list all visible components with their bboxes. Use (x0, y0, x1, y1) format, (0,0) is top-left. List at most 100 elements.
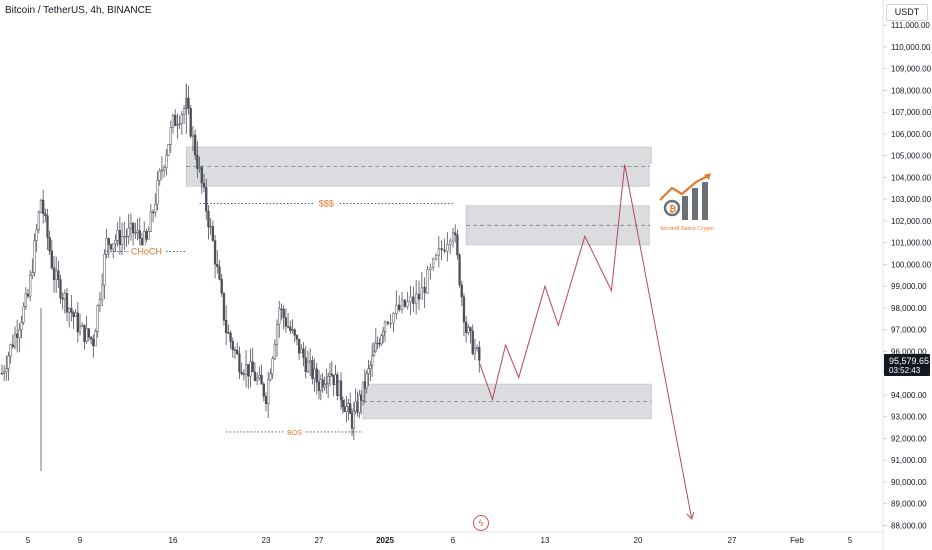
candle-body (269, 373, 272, 381)
candle-body (262, 383, 265, 397)
time-tick-label: 2025 (376, 536, 394, 545)
candle-body (313, 368, 316, 379)
price-tick-label: 102,000.00 (891, 217, 932, 226)
candle-body (423, 286, 426, 294)
projection-arrowhead (686, 511, 695, 520)
candle-body (260, 375, 263, 385)
candle-body (96, 305, 99, 332)
lightning-icon[interactable]: ϟ (473, 515, 489, 531)
candle-body (162, 167, 166, 171)
candle-body (174, 115, 177, 126)
candle-body (460, 284, 463, 298)
price-tick-label: 101,000.00 (891, 239, 932, 248)
time-tick-label: 9 (78, 536, 83, 545)
candle-body (380, 335, 383, 344)
candle-body (247, 364, 250, 377)
candle-body (389, 322, 392, 325)
candle-body (451, 232, 455, 242)
candle-body (70, 307, 73, 313)
candle-body (198, 167, 201, 169)
candle-body (336, 374, 339, 396)
candle-countdown-label: 03:52:43 (889, 366, 921, 375)
candle-body (196, 154, 199, 169)
candle-body (143, 231, 146, 249)
candle-body (176, 124, 179, 126)
candle-body (358, 394, 361, 413)
candle-body (57, 270, 60, 280)
candle-body (231, 341, 234, 351)
candle-body (338, 380, 341, 396)
candle-body (218, 266, 221, 280)
candle-body (417, 293, 421, 300)
candle-body (48, 237, 51, 252)
candle-body (350, 413, 354, 429)
candle-body (131, 222, 135, 234)
candle-body (81, 324, 84, 327)
candle-body (327, 376, 330, 384)
candle-body (167, 144, 170, 156)
candle-body (253, 371, 257, 381)
price-tick-label: 105,000.00 (891, 152, 932, 161)
price-axis[interactable]: 111,000.00 110,000.00 109,000.00 108,000.00… (883, 21, 932, 530)
candle-body (78, 326, 82, 333)
candle-body (65, 293, 69, 313)
liquidity-level-label-bg (314, 197, 339, 210)
candle-body (464, 321, 468, 333)
candle-body (182, 108, 186, 115)
candle-body (365, 373, 368, 389)
candle-body (339, 380, 343, 401)
candle-body (341, 400, 344, 408)
candle-body (112, 243, 115, 250)
candle-body (72, 312, 75, 317)
candle-body (473, 348, 477, 354)
candle-body (129, 222, 133, 229)
candle-body (323, 384, 326, 388)
candle-body (395, 304, 398, 314)
candle-body (46, 215, 49, 238)
candle-body (382, 331, 385, 337)
candle-body (200, 167, 203, 184)
candle-body (42, 199, 45, 214)
candle-body (20, 321, 23, 331)
time-tick-label: 5 (26, 536, 31, 545)
time-axis[interactable]: 5 9 16 23 27 2025 6 13 20 27 Feb 5 (26, 536, 853, 545)
candle-body (211, 226, 215, 241)
candle-body (255, 377, 259, 381)
time-tick-label: 16 (169, 536, 178, 545)
candle-body (145, 231, 148, 240)
candle-body (109, 244, 113, 250)
candle-body (50, 250, 53, 269)
candle-body (227, 332, 230, 334)
candle-body (284, 317, 288, 327)
candle-body (443, 249, 446, 252)
candle-body (202, 182, 206, 188)
candle-body (213, 240, 217, 265)
candle-body (89, 336, 93, 340)
candle-body (286, 326, 290, 328)
candle-body (37, 212, 40, 231)
candle-body (304, 357, 307, 373)
candle-body (171, 115, 175, 128)
candle-body (35, 229, 38, 241)
candle-body (309, 360, 312, 363)
candle-body (434, 255, 438, 260)
candle-body (59, 279, 62, 299)
candle-body (409, 296, 412, 302)
candle-body (244, 364, 248, 375)
candle-body (412, 296, 415, 304)
candle-body (100, 284, 104, 300)
candle-body (376, 342, 379, 345)
candle-body (356, 401, 359, 413)
candle-body (406, 301, 409, 307)
candle-body (63, 293, 66, 300)
candle-body (68, 307, 71, 313)
candle-body (5, 368, 8, 373)
currency-selector[interactable]: USDT (886, 4, 928, 21)
logo-text: SecondChance Crypto (660, 226, 714, 232)
candle-body (178, 123, 181, 125)
time-tick-label: 6 (451, 536, 456, 545)
candle-body (151, 211, 155, 214)
candle-body (398, 304, 401, 311)
candle-body (147, 231, 150, 240)
